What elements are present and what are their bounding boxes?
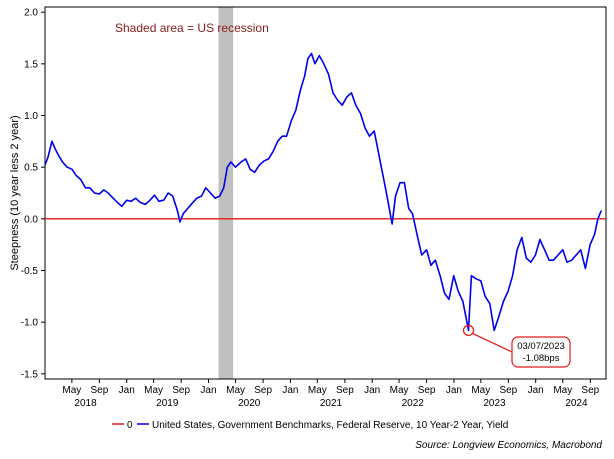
legend: 0 United States, Government Benchmarks, … bbox=[112, 420, 508, 431]
y-tick-label: 0.0 bbox=[24, 214, 38, 225]
y-tick-label: 1.5 bbox=[24, 59, 38, 70]
plot-area-frame bbox=[44, 6, 607, 380]
x-year-label: 2018 bbox=[74, 398, 97, 409]
x-tick-label: May bbox=[226, 385, 245, 396]
legend-series-label: United States, Government Benchmarks, Fe… bbox=[152, 420, 508, 431]
callout-date: 03/07/2023 bbox=[517, 341, 565, 352]
y-tick-label: -0.5 bbox=[21, 266, 39, 277]
x-tick-label: Jan bbox=[282, 385, 298, 396]
x-tick-label: Sep bbox=[254, 385, 272, 396]
y-tick-label: 0.5 bbox=[24, 163, 38, 174]
x-tick-label: May bbox=[144, 385, 163, 396]
recession-band-layer bbox=[218, 7, 234, 379]
x-tick-label: Jan bbox=[528, 385, 544, 396]
x-year-label: 2020 bbox=[238, 398, 261, 409]
y-tick-label: -1.5 bbox=[21, 369, 39, 380]
x-tick-label: Jan bbox=[364, 385, 380, 396]
y-tick-label: -1.0 bbox=[21, 318, 39, 329]
x-year-label: 2024 bbox=[565, 398, 588, 409]
recession-note: Shaded area = US recession bbox=[115, 21, 269, 35]
x-year-label: 2019 bbox=[156, 398, 179, 409]
x-tick-label: Jan bbox=[200, 385, 216, 396]
y-axis: 2.0 1.5 1.0 0.5 0.0 -0.5 -1.0 -1.5 bbox=[21, 8, 45, 380]
x-year-label: 2023 bbox=[483, 398, 506, 409]
y-tick-label: 2.0 bbox=[24, 8, 38, 19]
callout-value: -1.08bps bbox=[523, 353, 560, 364]
x-tick-label: May bbox=[308, 385, 327, 396]
x-axis: May Sep Jan May Sep Jan May Sep Jan May Sep Jan May S… bbox=[62, 379, 600, 409]
x-tick-label: Sep bbox=[581, 385, 599, 396]
source-note: Source: Longview Economics, Macrobond bbox=[415, 440, 602, 451]
x-tick-label: Sep bbox=[499, 385, 517, 396]
x-tick-label: Sep bbox=[172, 385, 190, 396]
callout-marker bbox=[462, 324, 475, 337]
x-tick-label: Sep bbox=[91, 385, 109, 396]
x-year-label: 2022 bbox=[402, 398, 425, 409]
x-tick-label: May bbox=[553, 385, 572, 396]
recession-band bbox=[218, 7, 234, 379]
x-tick-label: Jan bbox=[446, 385, 462, 396]
x-year-label: 2021 bbox=[320, 398, 343, 409]
minimum-callout: 03/07/2023-1.08bps bbox=[462, 324, 571, 368]
series-layer bbox=[44, 52, 606, 332]
x-tick-label: May bbox=[471, 385, 490, 396]
legend-zero-label: 0 bbox=[127, 420, 133, 431]
x-tick-label: May bbox=[62, 385, 81, 396]
callout-leader bbox=[472, 332, 513, 353]
x-tick-label: Jan bbox=[119, 385, 135, 396]
callout-box bbox=[511, 336, 571, 368]
x-tick-label: Sep bbox=[418, 385, 436, 396]
spread-series-line bbox=[44, 52, 603, 332]
x-tick-label: May bbox=[390, 385, 409, 396]
y-axis-title: Steepness (10 year less 2 year) bbox=[9, 115, 21, 270]
y-tick-label: 1.0 bbox=[24, 111, 38, 122]
x-tick-label: Sep bbox=[336, 385, 354, 396]
